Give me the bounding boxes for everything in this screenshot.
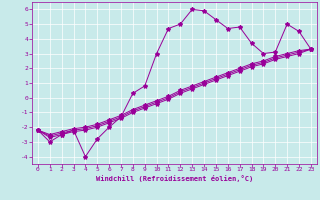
- X-axis label: Windchill (Refroidissement éolien,°C): Windchill (Refroidissement éolien,°C): [96, 175, 253, 182]
